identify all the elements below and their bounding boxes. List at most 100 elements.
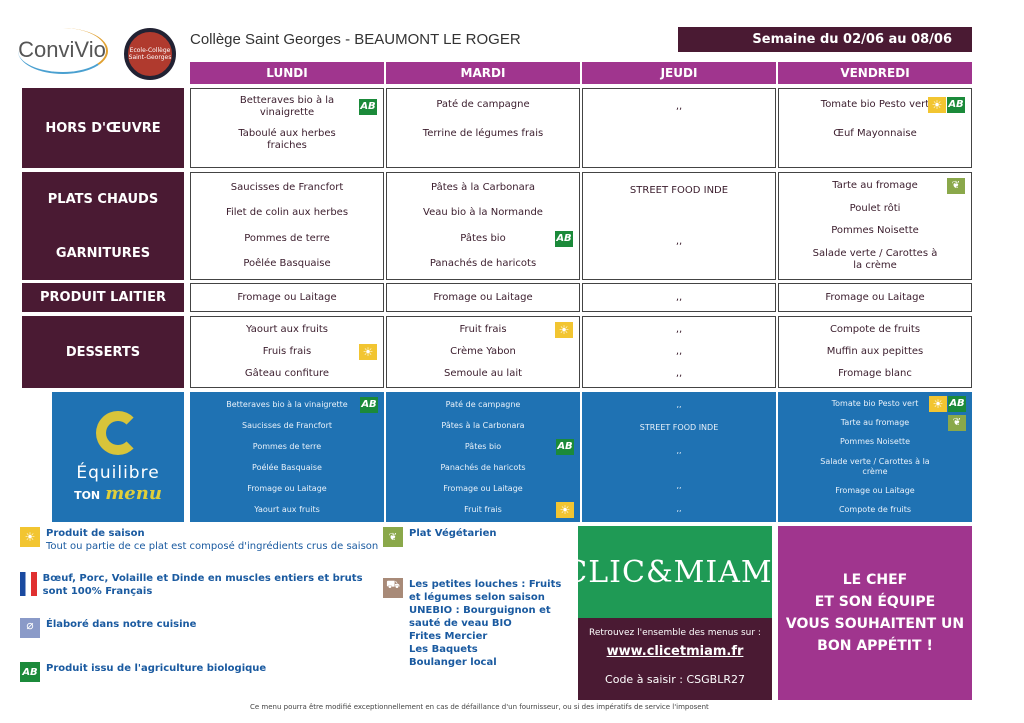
french-flag-icon: [20, 572, 37, 596]
legend-title: Produit de saison: [46, 528, 145, 539]
logo-line2b: menu: [105, 482, 162, 504]
menu-cell-hors-lundi: Betteraves bio à la vinaigrette AB Taboulé…: [190, 88, 384, 168]
dish-name: ,,: [675, 235, 683, 247]
dish: Saucisses de Francfort: [194, 421, 380, 431]
dish: Panachés de haricots: [391, 258, 575, 270]
dish-name: Poélée Basquaise: [252, 462, 322, 472]
ab-bio-icon: AB: [20, 662, 40, 682]
dish: Betteraves bio à la vinaigrette AB: [195, 95, 379, 119]
ab-bio-icon: AB: [948, 395, 966, 412]
dish: Pommes Noisette: [782, 437, 968, 447]
legend-vegetarien: ❦ Plat Végétarien: [383, 527, 496, 547]
legend-text: Élaboré dans notre cuisine: [46, 619, 197, 630]
dish-name: Tarte au fromage: [832, 180, 918, 192]
clicmiam-logo-text: CLIC&MIAM!: [564, 554, 786, 590]
menu-cell-desserts-mardi: Fruit frais ☀ Crème Yabon Semoule au lait: [386, 316, 580, 388]
dish: Tarte au fromage ❦: [783, 178, 967, 195]
dish-name: Panachés de haricots: [429, 258, 537, 270]
clicmiam-link[interactable]: www.clicetmiam.fr: [606, 644, 744, 659]
dish: Fruit frais ☀: [390, 501, 576, 518]
dish: ,,: [587, 101, 771, 113]
dish-name: Paté de campagne: [445, 399, 521, 409]
dish: ,,: [586, 400, 772, 410]
dish-name: Fromage ou Laitage: [237, 291, 337, 303]
category-label: PLATS CHAUDS: [47, 191, 159, 207]
clicmiam-info: Retrouvez l'ensemble des menus sur : www…: [578, 618, 772, 700]
menu-cell-laitier-lundi: Fromage ou Laitage: [190, 283, 384, 312]
menu-cell-desserts-jeudi: ,,,,,,: [582, 316, 776, 388]
dish-name: Taboulé aux herbes fraiches: [238, 127, 336, 151]
menu-cell-laitier-mardi: Fromage ou Laitage: [386, 283, 580, 312]
category-desserts: DESSERTS: [22, 316, 184, 388]
logo-line1: Équilibre: [76, 462, 160, 483]
sun-icon: ☀: [20, 527, 40, 547]
legend-saison: ☀ Produit de saison Tout ou partie de ce …: [20, 527, 378, 553]
dish-name: ,,: [675, 346, 683, 357]
dish: STREET FOOD INDE: [586, 423, 772, 433]
menu-cell-desserts-vendredi: Compote de fruits Muffin aux pepittes From…: [778, 316, 972, 388]
menu-cell-plats-jeudi: STREET FOOD INDE,,: [582, 172, 776, 280]
dish-name: Pâtes à la Carbonara: [441, 420, 525, 430]
dish: Poêlée Basquaise: [195, 258, 379, 270]
dish: Fromage ou Laitage: [783, 292, 967, 304]
dish-name: Paté de campagne: [436, 99, 530, 111]
category-hors-doeuvre: HORS D'ŒUVRE: [22, 88, 184, 168]
category-label: PRODUIT LAITIER: [40, 290, 166, 305]
dish: Semoule au lait: [391, 368, 575, 380]
menu-cell-blue-vendredi: Tomate bio Pesto vert ☀ AB Tarte au fromage…: [778, 392, 972, 522]
dish-name: Compote de fruits: [838, 505, 912, 515]
dish: Taboulé aux herbes fraiches: [195, 128, 379, 152]
dish: Pommes de terre: [194, 442, 380, 452]
category-label: DESSERTS: [65, 344, 141, 360]
dish-name: Pâtes à la Carbonara: [431, 181, 535, 193]
dish-name: ,,: [676, 400, 682, 410]
legend-france: Bœuf, Porc, Volaille et Dinde en muscles…: [20, 572, 370, 598]
local-supplier: Les Baquets: [409, 644, 478, 655]
dish: Crème Yabon: [391, 346, 575, 358]
dish-name: Fruis frais: [262, 346, 312, 357]
legend-text: Plat Végétarien: [409, 528, 497, 539]
dish-name: Fromage ou Laitage: [443, 483, 523, 493]
sun-icon: ☀: [928, 97, 946, 114]
dish: Fruis frais ☀: [195, 344, 379, 360]
legend-cuisine: ⌀ Élaboré dans notre cuisine: [20, 618, 196, 638]
dish-name: Fruit frais: [459, 324, 507, 335]
day-header-mardi: MARDI: [386, 62, 580, 84]
dish-name: Pâtes bio: [460, 232, 506, 244]
legend-text: Produit issu de l'agriculture biologique: [46, 663, 267, 674]
dish-name: Salade verte / Carottes à la crème: [820, 456, 930, 476]
dish: Poélée Basquaise: [194, 463, 380, 473]
category-plats-garnitures: PLATS CHAUDS GARNITURES: [22, 172, 184, 280]
dish-name: Betteraves bio à la vinaigrette: [226, 399, 348, 409]
local-supplier: Les petites louches : Fruits et légumes …: [409, 579, 562, 603]
page-title: Collège Saint Georges - BEAUMONT LE ROGE…: [190, 31, 521, 48]
dish-name: Crème Yabon: [450, 346, 516, 357]
category-label: HORS D'ŒUVRE: [45, 120, 161, 136]
legend-desc: Tout ou partie de ce plat est composé d'…: [46, 541, 379, 552]
legend-text: Bœuf, Porc, Volaille et Dinde en muscles…: [42, 573, 363, 597]
menu-cell-hors-mardi: Paté de campagne Terrine de légumes frais: [386, 88, 580, 168]
dish: Pommes Noisette: [783, 225, 967, 237]
dish-name: Semoule au lait: [443, 368, 523, 379]
school-logo-text: Ecole-Collège Saint-Georges: [128, 47, 172, 61]
dish-name: ,,: [676, 503, 682, 513]
dish: ,,: [586, 481, 772, 491]
ab-bio-icon: AB: [555, 230, 573, 247]
dish: Pommes de terre: [195, 233, 379, 245]
dish-name: Pommes Noisette: [831, 225, 919, 237]
dish-name: ,,: [675, 291, 683, 303]
clicmiam-text: Retrouvez l'ensemble des menus sur :: [589, 628, 761, 638]
leaf-icon: ❦: [947, 178, 965, 195]
sun-icon: ☀: [555, 322, 573, 338]
menu-cell-laitier-jeudi: ,,: [582, 283, 776, 312]
dish-name: Œuf Mayonnaise: [833, 127, 917, 139]
legend-bio: AB Produit issu de l'agriculture biologi…: [20, 662, 266, 682]
dish: Filet de colin aux herbes: [195, 207, 379, 219]
sun-icon: ☀: [929, 395, 947, 412]
menu-cell-blue-mardi: Paté de campagne Pâtes à la Carbonara Pâte…: [386, 392, 580, 522]
convivio-logo: ConviVio: [18, 28, 108, 74]
dish: ,,: [587, 236, 771, 248]
fork-c-icon: [96, 410, 140, 455]
dish: ,,: [587, 368, 771, 380]
dish: Panachés de haricots: [390, 463, 576, 473]
